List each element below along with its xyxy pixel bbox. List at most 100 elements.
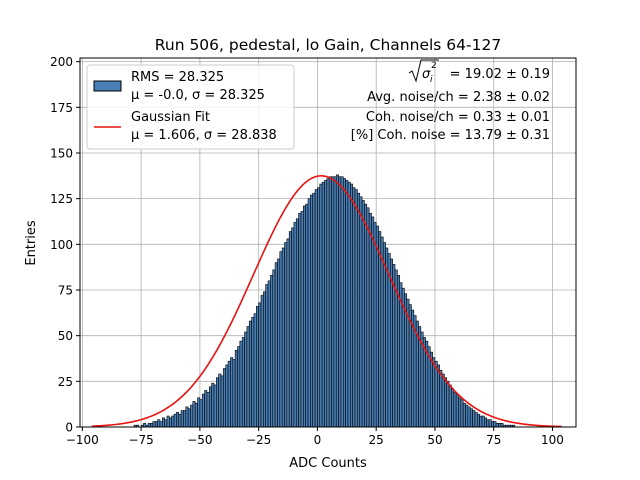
histogram-bar (232, 359, 236, 428)
histogram-bar (331, 176, 335, 428)
histogram-bar (486, 419, 490, 428)
y-axis-ticks: 0 25 50 75 100 125 150 175 200 (50, 55, 80, 435)
histogram-bar (441, 373, 445, 428)
y-tick-label: 200 (50, 55, 73, 69)
histogram-bar (237, 346, 241, 428)
histogram-bar (387, 253, 391, 428)
histogram-bar (458, 397, 462, 428)
histogram-bar (227, 360, 231, 428)
histogram-bar (260, 295, 264, 428)
x-tick-label: 100 (541, 433, 564, 447)
histogram-bar (434, 360, 438, 428)
y-tick-label: 75 (58, 283, 73, 297)
legend-fit-stats: μ = 1.606, σ = 28.838 (131, 128, 277, 143)
legend-histogram-stats: μ = -0.0, σ = 28.325 (131, 88, 265, 103)
x-tick-label: −75 (128, 433, 153, 447)
histogram-bar (279, 251, 283, 428)
histogram-bar (500, 423, 504, 428)
histogram-bar (493, 421, 497, 428)
histogram-bar (347, 181, 351, 428)
histogram-bar (472, 410, 476, 428)
x-tick-label: 0 (314, 433, 322, 447)
histogram-bar (328, 176, 332, 428)
histogram-bar (211, 382, 215, 428)
histogram-bar (326, 178, 330, 428)
chart-title: Run 506, pedestal, lo Gain, Channels 64-… (155, 36, 501, 54)
histogram-bar (199, 399, 203, 428)
legend-histogram-swatch (93, 80, 122, 92)
histogram-bar (241, 337, 245, 428)
histogram-bar (234, 349, 238, 428)
histogram-bar (239, 340, 243, 428)
annotation-coh-noise-percent: [%] Coh. noise = 13.79 ± 0.31 (351, 128, 550, 143)
histogram-bar (169, 417, 172, 428)
histogram-bar (230, 357, 234, 428)
histogram-bar (444, 377, 448, 428)
histogram-bar (263, 291, 267, 428)
histogram-bar (467, 406, 471, 428)
histogram-bar (143, 423, 147, 428)
histogram-bar (359, 196, 363, 428)
x-axis-label: ADC Counts (289, 456, 367, 471)
histogram-bar (185, 406, 189, 428)
sigma-subscript: i (430, 75, 433, 85)
histogram-bar (272, 269, 276, 428)
histogram-bar (270, 275, 274, 428)
histogram-bar (338, 176, 342, 428)
histogram-bar (213, 384, 217, 428)
histogram-bar (288, 231, 292, 428)
histogram-bar (335, 174, 339, 428)
histogram-bar (498, 423, 502, 428)
annotation-avg-noise: Avg. noise/ch = 2.38 ± 0.02 (367, 90, 550, 105)
histogram-bar (295, 218, 299, 428)
histogram-bar (385, 247, 389, 428)
histogram-bar (488, 419, 492, 428)
histogram-bar (192, 401, 196, 428)
annotation-coh-noise: Coh. noise/ch = 0.33 ± 0.01 (366, 110, 550, 125)
histogram-bar (147, 423, 151, 428)
histogram-bar (345, 180, 349, 428)
histogram-bar (197, 397, 201, 428)
histogram-bar (246, 326, 250, 428)
histogram-bar (333, 176, 337, 428)
sigma-symbol: σ (422, 67, 431, 82)
histogram-bars (133, 174, 516, 428)
histogram-bar (342, 178, 346, 428)
histogram-bar (180, 410, 184, 428)
y-axis-label: Entries (24, 220, 39, 266)
histogram-bar (317, 187, 321, 428)
y-tick-label: 25 (58, 375, 73, 389)
histogram-bar (479, 415, 483, 428)
histogram-bar (178, 413, 182, 428)
histogram-bar (291, 227, 295, 428)
y-tick-label: 100 (50, 238, 73, 252)
histogram-bar (277, 258, 281, 428)
histogram-bar (300, 211, 304, 428)
histogram-bar (373, 222, 377, 428)
histogram-bar (439, 370, 443, 428)
histogram-bar (448, 384, 452, 428)
histogram-bar (187, 408, 191, 428)
histogram-bar (251, 317, 255, 428)
x-tick-label: −50 (187, 433, 212, 447)
histogram-bar (216, 377, 219, 428)
histogram-bar (208, 386, 212, 428)
histogram-bar (159, 421, 163, 428)
y-tick-label: 50 (58, 329, 73, 343)
x-tick-label: −25 (246, 433, 271, 447)
y-tick-label: 175 (50, 101, 73, 115)
histogram-bar (340, 176, 344, 428)
histogram-bar (484, 417, 487, 428)
histogram-bar (451, 388, 455, 428)
histogram-bar (284, 242, 288, 428)
histogram-bar (206, 391, 210, 428)
histogram-bar (446, 381, 450, 428)
histogram-bar (248, 320, 252, 428)
legend-histogram-label: RMS = 28.325 (131, 70, 224, 85)
histogram-bar (491, 421, 495, 428)
histogram-bar (380, 236, 384, 428)
y-tick-label: 150 (50, 146, 73, 160)
sigma-superscript: 2 (431, 61, 437, 71)
histogram-bar (366, 207, 370, 428)
legend-fit-label: Gaussian Fit (131, 110, 210, 125)
